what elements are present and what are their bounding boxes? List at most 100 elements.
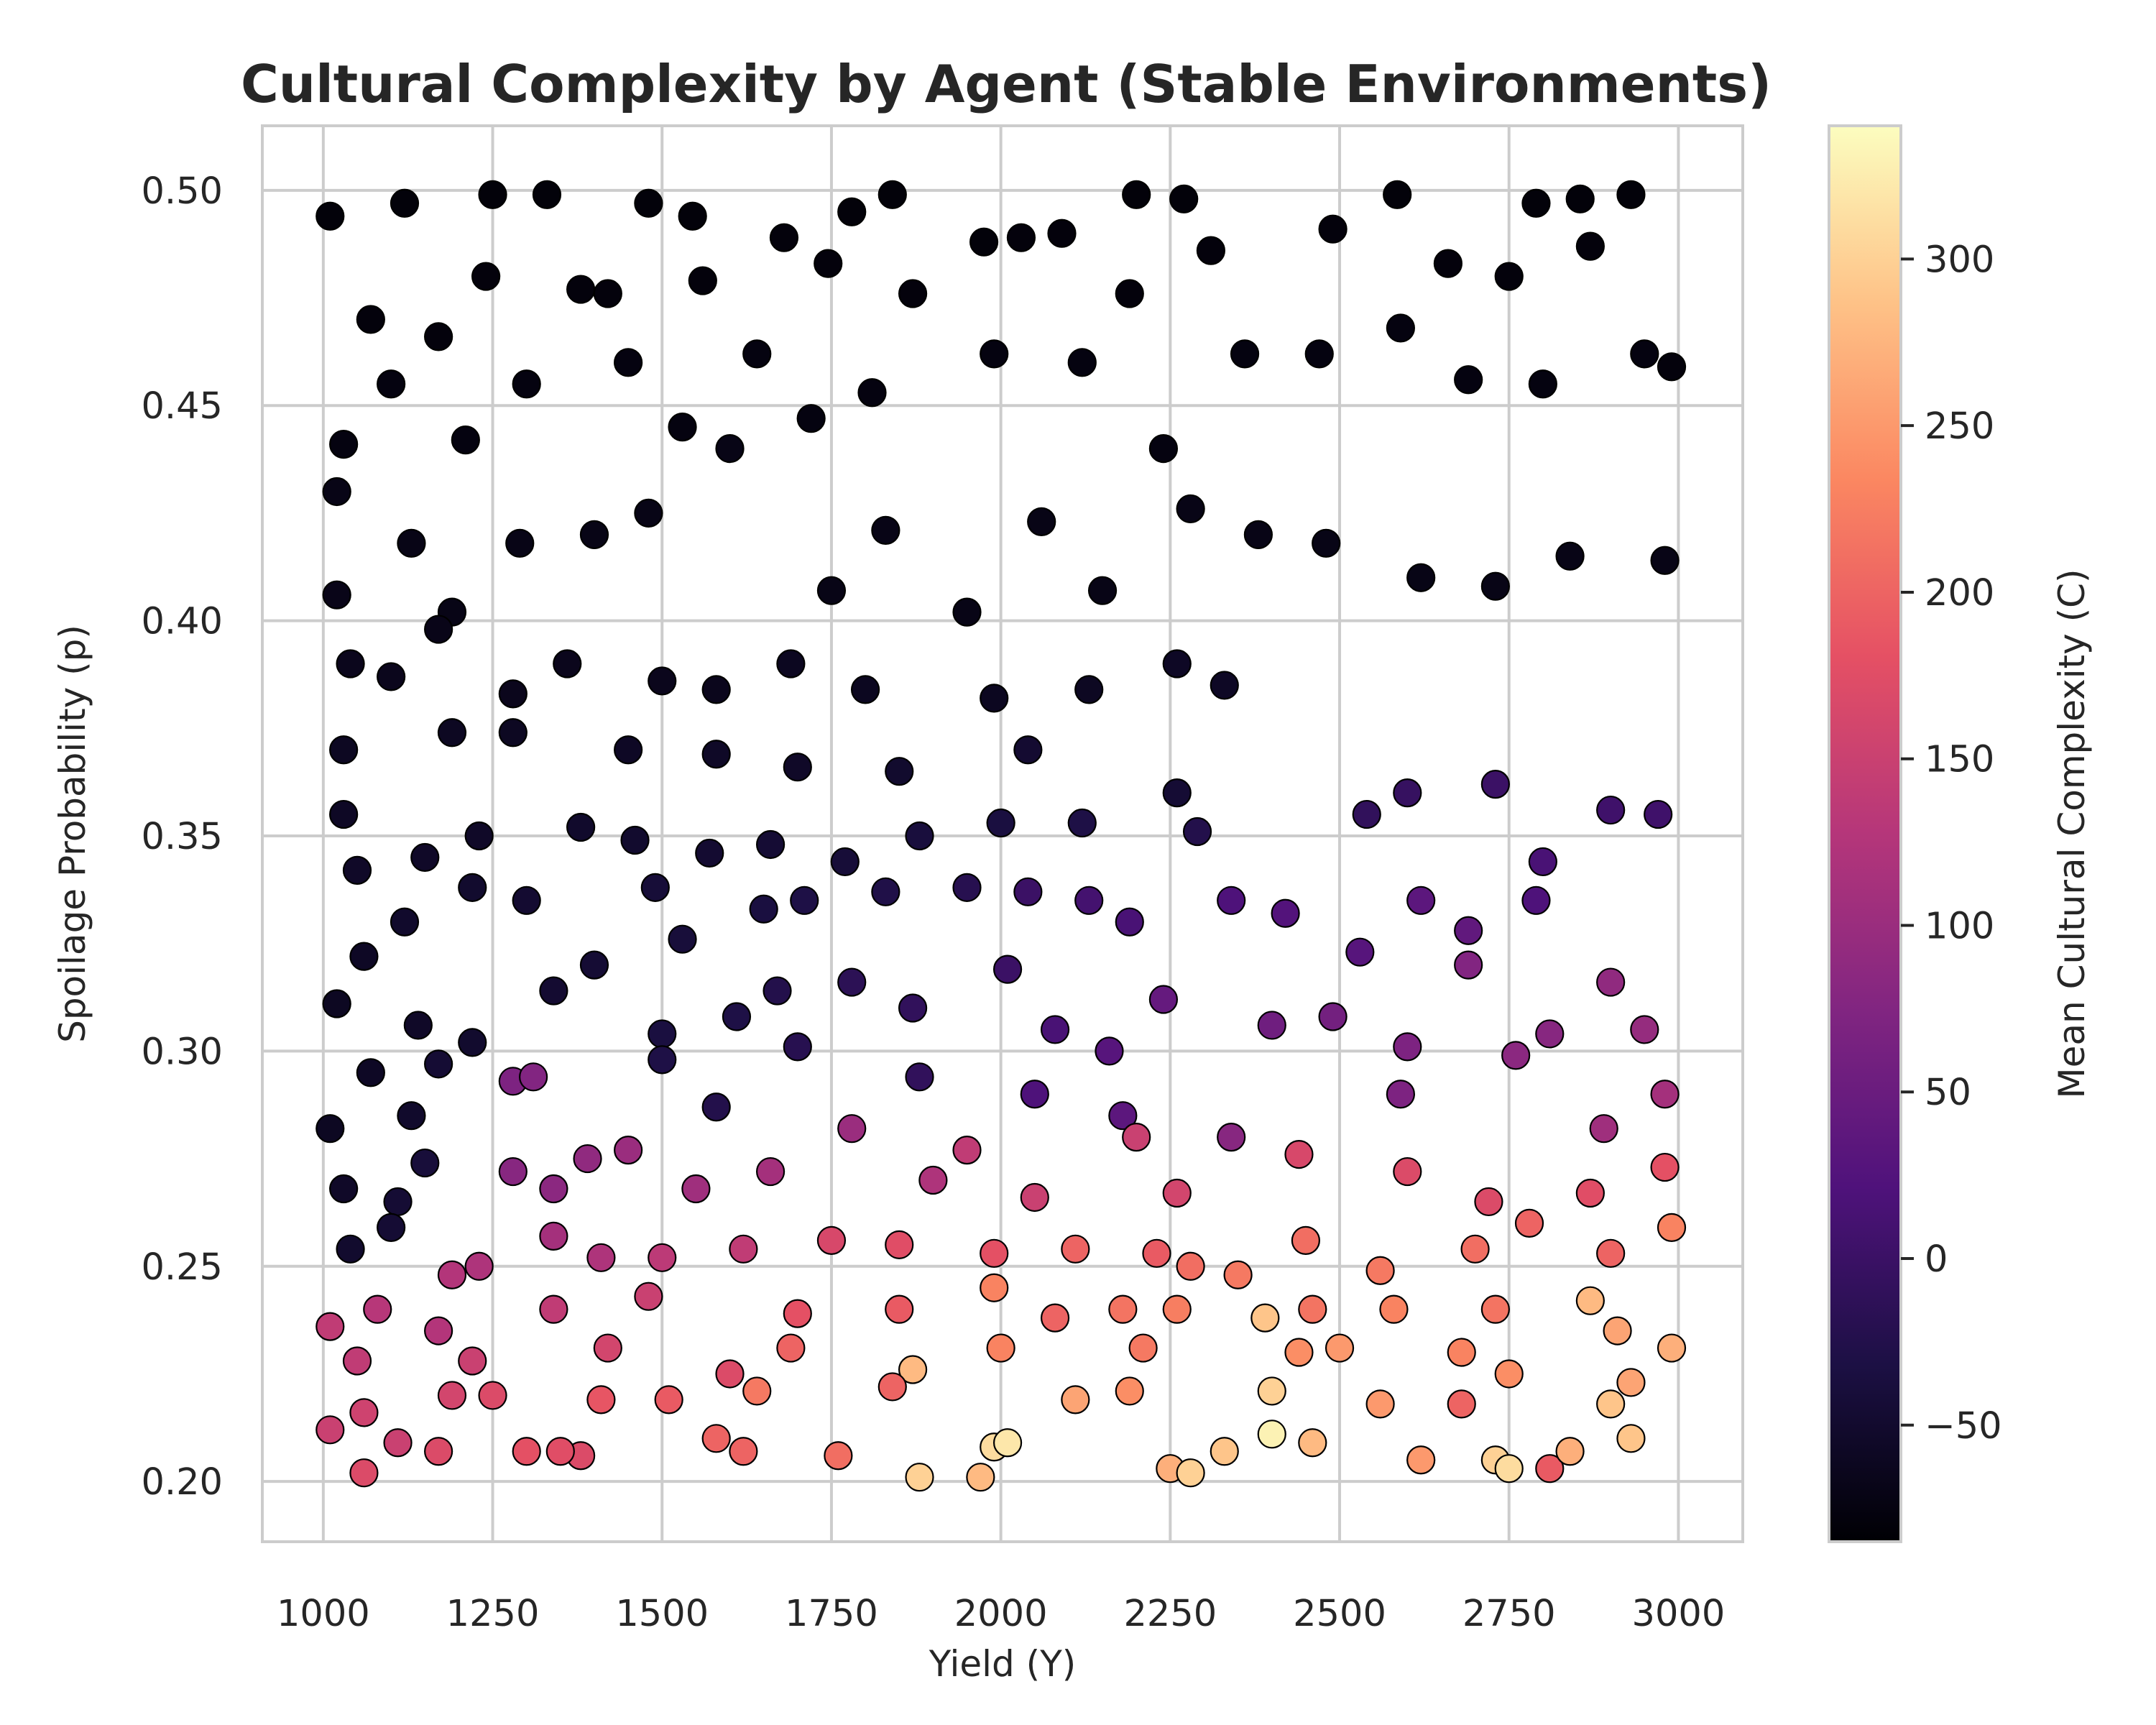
data-point (1013, 735, 1043, 765)
data-point (1575, 231, 1605, 261)
data-point (1345, 937, 1375, 967)
data-point (1596, 1238, 1626, 1268)
data-point (322, 580, 351, 610)
data-point (1210, 1437, 1239, 1466)
data-point (1379, 1294, 1409, 1324)
data-point (1257, 1376, 1286, 1406)
data-point (620, 825, 650, 855)
data-point (539, 1221, 568, 1251)
data-point (905, 1463, 934, 1492)
data-point (905, 1062, 934, 1092)
data-point (1108, 1101, 1138, 1131)
data-point (1555, 1437, 1585, 1466)
data-point (1521, 188, 1551, 218)
data-point (1501, 1041, 1531, 1070)
data-point (471, 262, 501, 291)
data-point (1162, 649, 1192, 678)
data-point (783, 1032, 812, 1062)
data-point (1148, 433, 1179, 464)
data-point (701, 1424, 731, 1453)
data-point (640, 873, 670, 902)
data-point (397, 1101, 426, 1131)
data-point (1494, 1359, 1524, 1389)
data-point (1176, 494, 1205, 524)
data-point (1257, 1011, 1286, 1040)
colorbar-tick-label: 50 (1925, 1072, 1971, 1114)
data-point (377, 369, 406, 399)
data-point (322, 989, 351, 1018)
data-point (1393, 1032, 1422, 1062)
data-point (986, 808, 1015, 838)
data-point (1454, 950, 1483, 980)
data-point (539, 976, 568, 1006)
data-point (749, 894, 778, 924)
data-point (992, 954, 1023, 984)
y-tick-label: 0.50 (141, 170, 223, 213)
data-point (329, 1174, 359, 1204)
data-point (1406, 886, 1436, 915)
data-point (1365, 1256, 1395, 1285)
data-point (898, 279, 928, 308)
data-point (1108, 1294, 1138, 1324)
data-point (1217, 886, 1246, 915)
data-point (1250, 1303, 1280, 1333)
data-point (1383, 180, 1412, 209)
data-point (729, 1437, 758, 1466)
data-point (648, 1243, 677, 1272)
data-point (1162, 1294, 1192, 1324)
data-point (1474, 1187, 1503, 1217)
data-point (579, 520, 609, 549)
data-point (539, 1174, 568, 1204)
data-point (1535, 1019, 1565, 1049)
data-point (1406, 563, 1436, 592)
data-point (755, 1156, 786, 1187)
data-point (1575, 1286, 1605, 1315)
data-point (1454, 916, 1483, 945)
data-point (763, 976, 792, 1006)
data-point (952, 597, 982, 627)
data-point (715, 1359, 745, 1389)
chart-title: Cultural Complexity by Agent (Stable Env… (241, 54, 1772, 114)
data-point (871, 877, 900, 906)
x-tick-label: 1500 (615, 1593, 709, 1635)
data-point (722, 1002, 752, 1031)
data-point (424, 322, 453, 351)
data-point (1169, 184, 1199, 213)
data-point (952, 873, 982, 902)
data-point (424, 1049, 453, 1079)
data-point (1223, 1260, 1253, 1289)
data-point (1447, 1389, 1476, 1419)
data-point (1454, 365, 1483, 395)
data-point (654, 1385, 683, 1414)
data-point (1040, 1303, 1070, 1333)
data-point (1148, 985, 1179, 1014)
data-point (816, 1225, 847, 1255)
data-point (377, 662, 406, 691)
data-point (783, 1299, 812, 1328)
data-point (634, 1282, 663, 1311)
data-point (885, 1230, 914, 1259)
data-point (512, 886, 541, 915)
data-point (553, 649, 582, 678)
data-point (918, 1165, 948, 1195)
data-point (776, 1333, 806, 1363)
data-point (573, 1144, 602, 1174)
data-point (1271, 898, 1300, 928)
x-tick-label: 1000 (277, 1593, 370, 1635)
x-tick-label: 2250 (1123, 1593, 1217, 1635)
data-point (329, 430, 359, 459)
data-point (1291, 1225, 1320, 1255)
data-point (688, 266, 717, 295)
data-point (877, 1372, 907, 1402)
data-point (1318, 1002, 1348, 1031)
data-point (1528, 369, 1557, 399)
colorbar (1829, 126, 1901, 1542)
data-point (1067, 808, 1097, 838)
data-point (1494, 1454, 1524, 1484)
data-point (336, 1234, 365, 1264)
data-point (1298, 1428, 1327, 1458)
data-point (701, 1092, 731, 1122)
data-point (905, 821, 934, 851)
data-point (383, 1187, 413, 1217)
y-tick-label: 0.25 (141, 1246, 223, 1289)
